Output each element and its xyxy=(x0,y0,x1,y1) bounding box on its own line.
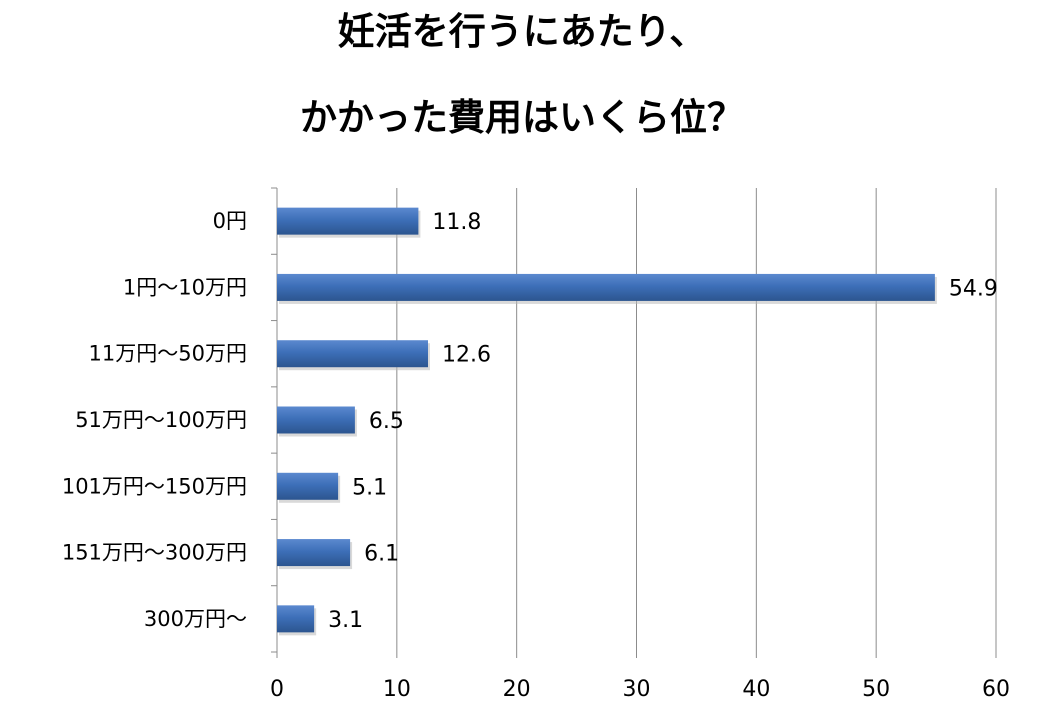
category-label: 0円 xyxy=(213,209,247,233)
bar xyxy=(277,207,419,235)
chart-title-line-2: かかった費用はいくら位？ xyxy=(300,96,744,139)
gridlines xyxy=(396,188,997,652)
category-label: 300万円～ xyxy=(144,607,247,631)
bar xyxy=(277,340,428,368)
x-tick-label: 40 xyxy=(742,677,770,702)
bar xyxy=(277,406,355,434)
bar xyxy=(277,605,315,633)
bar xyxy=(277,539,351,567)
x-tick-label: 10 xyxy=(383,677,411,702)
data-label: 5.1 xyxy=(352,475,387,500)
bar xyxy=(277,472,339,500)
chart-title-line-1: 妊活を行うにあたり、 xyxy=(338,10,707,53)
labels: 0 10 20 30 40 50 60 0円 11.8 1円～10万円 54.9 11万円～50万円 1… xyxy=(62,209,1010,702)
x-tick-label: 0 xyxy=(270,677,284,702)
category-label: 101万円～150万円 xyxy=(62,474,247,498)
x-tick-label: 50 xyxy=(862,677,890,702)
x-tick-label: 60 xyxy=(982,677,1010,702)
bar xyxy=(277,273,935,301)
category-label: 11万円～50万円 xyxy=(89,342,247,366)
data-label: 6.5 xyxy=(369,409,404,434)
category-label: 1円～10万円 xyxy=(123,275,247,299)
x-tick-label: 30 xyxy=(623,677,651,702)
x-tick-label: 20 xyxy=(503,677,531,702)
category-label: 51万円～100万円 xyxy=(75,408,247,432)
category-label: 151万円～300万円 xyxy=(62,541,247,565)
data-label: 3.1 xyxy=(328,608,363,633)
data-label: 11.8 xyxy=(432,210,481,235)
data-label: 6.1 xyxy=(364,542,399,567)
data-label: 12.6 xyxy=(442,343,491,368)
data-label: 54.9 xyxy=(949,276,998,301)
bars xyxy=(277,207,937,636)
